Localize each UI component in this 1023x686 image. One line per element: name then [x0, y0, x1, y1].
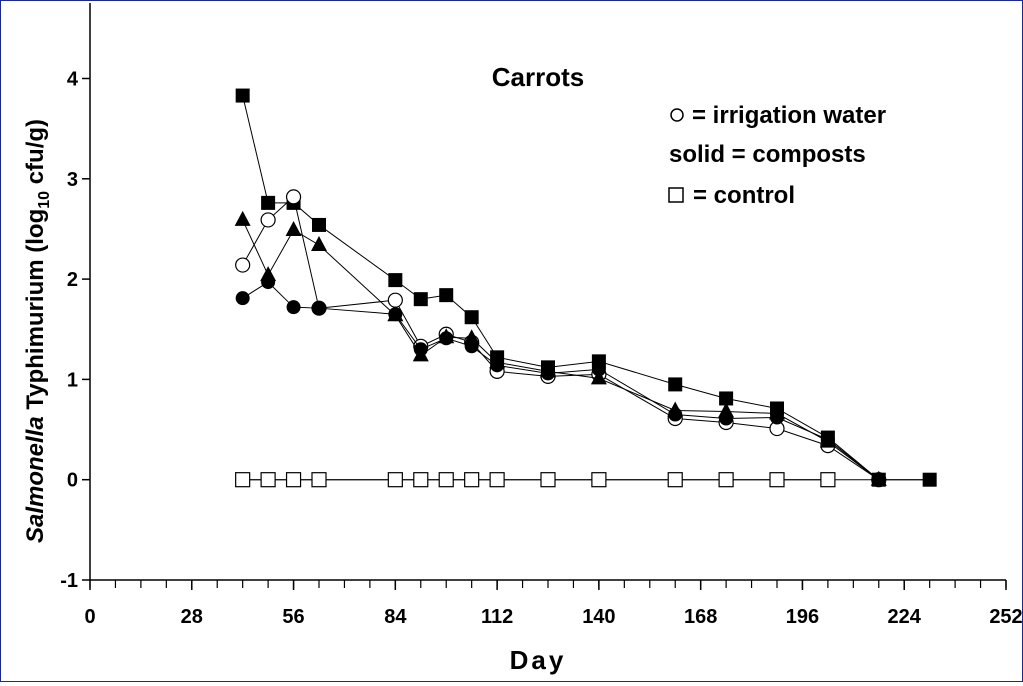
y-tick-label: -1 — [60, 570, 78, 592]
point-square-open — [413, 472, 429, 488]
point-square-filled — [719, 391, 734, 406]
point-circle-filled — [312, 301, 326, 316]
point-circle-open — [235, 257, 251, 273]
point-square-filled — [668, 377, 683, 392]
chart-title: Carrots — [492, 62, 584, 92]
point-square-filled — [388, 273, 403, 288]
x-tick-label: 224 — [888, 606, 922, 628]
series-line — [242, 195, 880, 481]
point-circle-filled — [820, 432, 835, 447]
point-square-open — [489, 472, 505, 488]
series-circle-filled — [235, 275, 886, 487]
series-square-open — [235, 472, 836, 488]
point-square-filled — [464, 310, 479, 325]
point-circle-filled — [286, 300, 301, 315]
series-layer — [234, 88, 937, 488]
x-tick-label: 168 — [684, 606, 717, 628]
x-tick-label: 140 — [582, 606, 615, 628]
point-circle-filled — [668, 407, 683, 422]
y-ticks-group: -1 0 1 2 3 4 — [60, 69, 90, 592]
point-square-open — [311, 472, 327, 488]
point-square-open — [591, 472, 607, 488]
point-square-filled — [439, 288, 454, 303]
series-circle-open — [235, 189, 887, 488]
x-tick-label: 56 — [282, 606, 304, 628]
point-square-open — [718, 472, 734, 488]
point-circle-filled — [388, 307, 403, 322]
point-square-filled — [235, 88, 250, 103]
point-square-open — [260, 472, 276, 488]
y-tick-label: 3 — [67, 169, 78, 191]
point-square-open — [820, 472, 836, 488]
point-circle-filled — [541, 366, 555, 381]
x-tick-label: 0 — [84, 606, 95, 628]
point-square-open — [438, 472, 454, 488]
point-square-open — [235, 472, 251, 488]
point-square-open — [667, 472, 683, 488]
legend: = irrigation water solid = composts = co… — [668, 102, 886, 209]
x-tick-label: 112 — [481, 606, 513, 628]
point-square-open — [540, 472, 556, 488]
y-tick-label: 4 — [67, 69, 79, 91]
point-square-open — [285, 472, 302, 488]
x-axis-label: Day — [510, 645, 567, 675]
x-tick-label: 252 — [989, 606, 1022, 628]
x-tick-label: 28 — [181, 606, 203, 628]
series-triangle-filled — [234, 210, 887, 486]
legend-solid-label: solid = composts — [669, 141, 866, 168]
legend-open-square-icon — [668, 187, 684, 203]
series-line — [242, 219, 880, 481]
point-circle-filled — [490, 358, 505, 373]
point-square-open — [387, 472, 403, 488]
point-circle-filled — [591, 362, 606, 377]
x-tick-label: 196 — [786, 606, 819, 628]
point-square-filled — [261, 195, 276, 210]
point-square-filled — [413, 292, 428, 307]
point-circle-filled — [719, 411, 734, 426]
x-tick-label: 84 — [384, 606, 407, 628]
x-ticks-group: 0 28 56 84 112 140 168 196 224 252 — [84, 580, 1023, 628]
y-tick-label: 1 — [67, 369, 78, 391]
point-circle-open — [260, 212, 276, 228]
y-tick-label: 0 — [67, 470, 78, 492]
point-triangle-filled — [285, 220, 302, 236]
point-square-filled — [922, 472, 937, 487]
point-circle-filled — [871, 472, 886, 487]
point-triangle-filled — [590, 369, 607, 385]
point-circle-filled — [235, 291, 250, 306]
point-circle-filled — [439, 331, 454, 346]
point-circle-open — [285, 189, 302, 205]
point-circle-filled — [464, 339, 479, 354]
point-square-open — [464, 472, 480, 488]
point-square-open — [769, 472, 785, 488]
point-circle-open — [387, 292, 403, 308]
legend-irrigation-label: = irrigation water — [692, 102, 886, 129]
series-line — [242, 281, 880, 481]
point-triangle-filled — [234, 210, 251, 226]
legend-control-label: = control — [693, 182, 795, 209]
y-tick-label: 2 — [67, 269, 78, 291]
point-square-filled — [312, 217, 326, 232]
point-circle-filled — [261, 275, 276, 290]
point-triangle-filled — [463, 329, 480, 345]
point-triangle-filled — [311, 235, 327, 251]
legend-open-circle-icon — [670, 108, 684, 122]
point-circle-filled — [770, 410, 784, 425]
y-axis-label: Salmonella Typhimurium (log10 cfu/g) — [22, 119, 53, 543]
point-circle-filled — [413, 342, 428, 357]
